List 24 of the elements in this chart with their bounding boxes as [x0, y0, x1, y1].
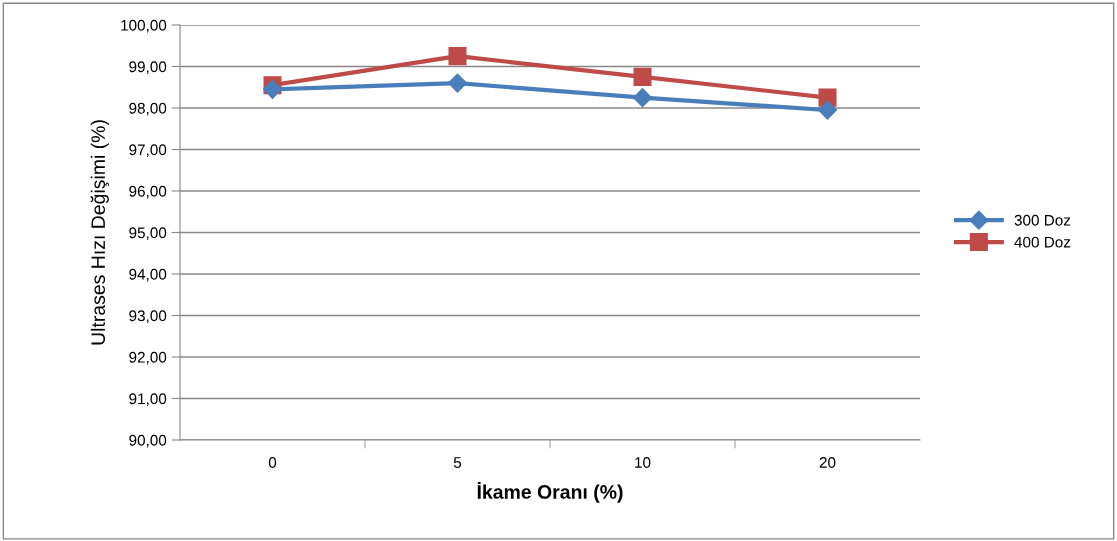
x-tick-label: 0: [268, 457, 277, 468]
point: [448, 47, 467, 66]
legend-label: 400 Doz: [1014, 236, 1071, 248]
y-tick-label: 91,00: [129, 393, 167, 406]
y-tick-label: 98,00: [129, 102, 167, 116]
y-tick-label: 92,00: [129, 351, 167, 365]
x-tick-label: 5: [453, 457, 462, 468]
x-tick-label: 10: [635, 457, 651, 468]
y-tick-label: 99,00: [129, 61, 167, 74]
x-axis-title: İkame Oranı (%): [477, 482, 623, 503]
y-tick-label: 97,00: [129, 144, 167, 157]
point: [817, 100, 838, 120]
point: [447, 73, 468, 93]
x-tick-label: 20: [819, 457, 836, 468]
point: [633, 67, 652, 86]
y-tick-label: 90,00: [129, 434, 167, 448]
y-axis-title: Ultrases Hızı Değişimi (%): [90, 120, 109, 345]
legend-label: 300 Doz: [1014, 214, 1071, 226]
point: [632, 88, 653, 108]
y-tick-label: 94,00: [129, 268, 167, 282]
y-tick-label: 93,00: [129, 310, 167, 323]
y-tick-label: 95,00: [129, 227, 167, 240]
y-tick-label: 100,00: [121, 19, 167, 33]
y-tick-label: 96,00: [129, 185, 167, 199]
